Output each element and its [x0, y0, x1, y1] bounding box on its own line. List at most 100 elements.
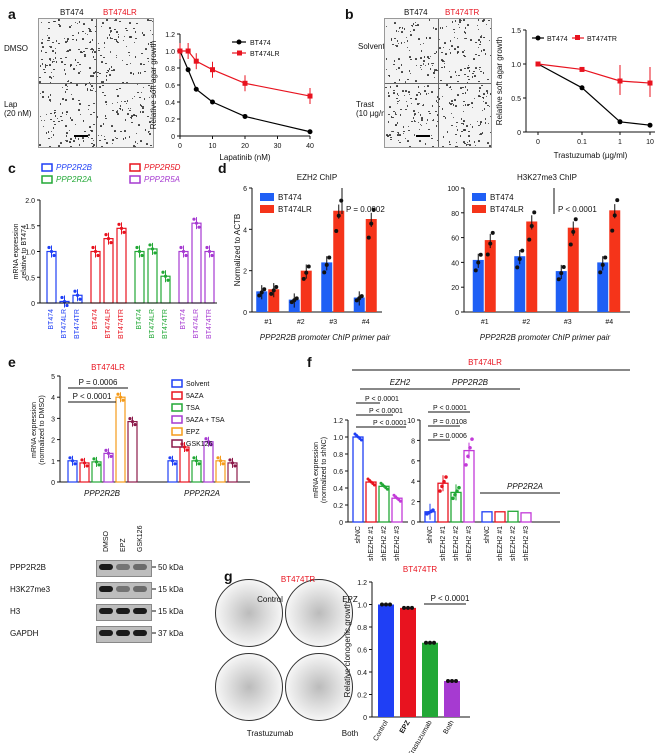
colony [398, 27, 401, 29]
f-y2-tick-label: 0 [411, 520, 415, 527]
e-group-label: PPP2R2A [184, 489, 220, 498]
d-left-x-label: #1 [264, 319, 272, 326]
colony [65, 135, 68, 137]
f-x-label: shEZH2 #1 [497, 526, 504, 561]
colony [397, 30, 400, 33]
colony [104, 138, 106, 141]
c-dot [109, 241, 113, 245]
colony [143, 63, 145, 66]
d-right-bar [472, 259, 484, 312]
b-ylabel: Relative soft agar growth [495, 37, 504, 126]
d-right-dot [476, 260, 481, 265]
colony [481, 84, 483, 87]
colony [456, 129, 459, 131]
b-y-tick-label: 1.5 [511, 28, 521, 35]
colony [82, 137, 84, 139]
colony [438, 38, 441, 41]
d-right-x-label: #2 [522, 319, 530, 326]
g-bar [444, 681, 460, 717]
c-dot [135, 245, 139, 250]
colony [115, 39, 118, 41]
colony [129, 62, 132, 65]
colony [393, 92, 395, 94]
colony [50, 71, 53, 74]
colony [421, 104, 424, 107]
c-dot [106, 237, 111, 241]
colony [73, 140, 75, 142]
d-right-dot [529, 224, 534, 229]
colony [39, 115, 42, 118]
colony [448, 102, 451, 104]
c-x-label: BT474TR [162, 309, 169, 339]
colony [417, 111, 420, 114]
colony [478, 133, 481, 136]
f-bar3 [507, 510, 519, 523]
colony [466, 125, 468, 127]
colony [41, 42, 43, 44]
e-dot [128, 416, 132, 421]
colony [433, 70, 436, 72]
colony [473, 141, 476, 143]
colony [67, 79, 70, 82]
blot-band [99, 608, 113, 614]
d-right-bar [514, 256, 526, 312]
colony [464, 92, 467, 94]
g-dot [402, 605, 406, 610]
colony [65, 99, 67, 101]
e-dot [80, 458, 84, 462]
colony [133, 114, 135, 116]
colony [463, 19, 465, 21]
colony [480, 121, 482, 123]
colony [116, 101, 119, 104]
colony [112, 139, 114, 141]
colony [386, 134, 388, 136]
colony [454, 99, 456, 101]
colony [423, 56, 426, 58]
colony [454, 20, 457, 22]
c-x-label: BT474TR [118, 309, 125, 339]
colony [53, 20, 55, 23]
colony [66, 132, 68, 134]
colony [390, 130, 393, 133]
colony [39, 76, 41, 79]
colony [449, 52, 452, 54]
f-dot [451, 496, 455, 501]
a-xlabel: Lapatinib (nM) [219, 153, 270, 162]
colony [408, 93, 411, 96]
colony [49, 76, 51, 78]
d-right-dot [561, 264, 566, 269]
colony [52, 50, 54, 52]
colony [88, 27, 90, 30]
colony [429, 112, 431, 115]
colony [47, 96, 50, 98]
c-ylabel: relative to BT474 [21, 225, 28, 278]
colony [115, 56, 118, 59]
colony [40, 21, 43, 24]
colony [93, 111, 95, 114]
colony [413, 133, 416, 136]
colony [408, 91, 410, 93]
colony [421, 117, 423, 119]
colony [48, 27, 50, 30]
colony [441, 66, 443, 69]
colony [442, 146, 444, 147]
colony [126, 63, 128, 66]
c-dot [153, 251, 157, 255]
colony [390, 136, 392, 139]
colony [453, 31, 456, 34]
d-left-y-tick-label: 4 [243, 227, 247, 234]
colony [99, 139, 101, 142]
d-left-bar [300, 270, 312, 312]
colony [45, 51, 47, 54]
colony [400, 42, 403, 44]
f-gene3: PPP2R2A [507, 482, 543, 491]
colony [456, 52, 459, 54]
colony [100, 134, 103, 137]
colony [134, 146, 137, 147]
colony [61, 61, 63, 63]
a-y-tick-label: 0.4 [165, 100, 175, 107]
colony [465, 37, 467, 40]
f-dot [431, 508, 435, 512]
colony [408, 49, 411, 52]
colony [66, 88, 68, 91]
